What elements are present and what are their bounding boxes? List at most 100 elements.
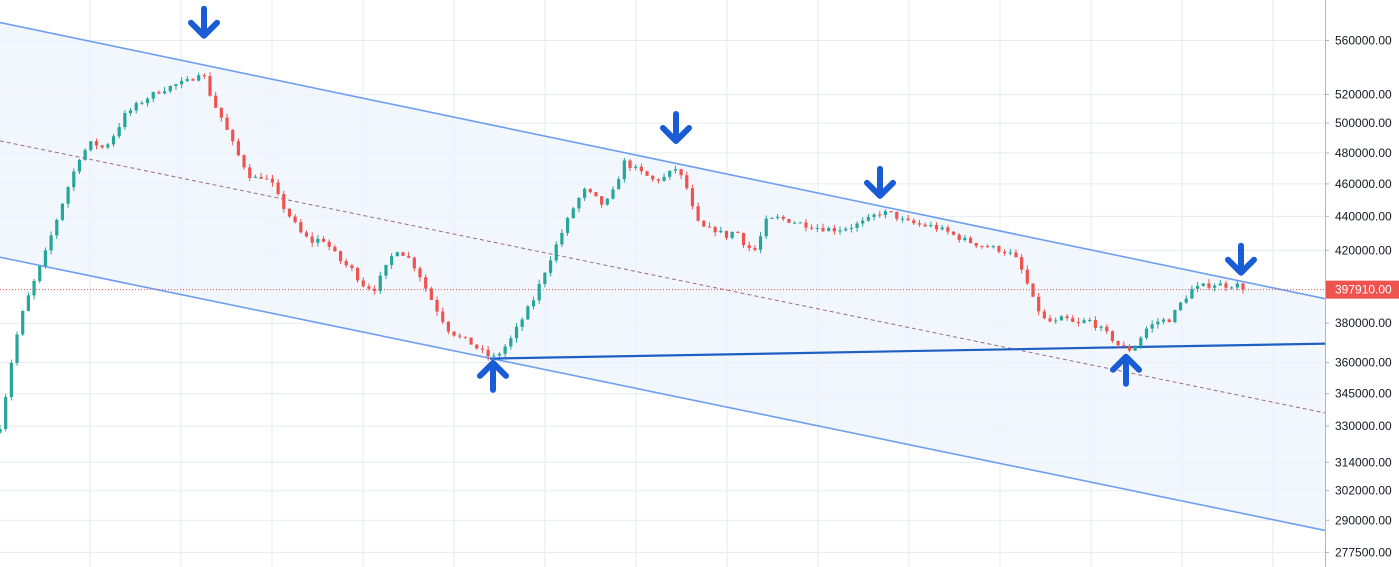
candle xyxy=(185,75,189,83)
candle-body xyxy=(1127,346,1132,351)
candle xyxy=(906,215,910,222)
candle xyxy=(889,211,893,213)
candle xyxy=(588,188,592,194)
candle xyxy=(917,220,922,227)
candle xyxy=(287,207,292,219)
candle-body xyxy=(1156,321,1160,325)
candle-body xyxy=(327,241,331,247)
candle xyxy=(0,424,2,434)
candle xyxy=(134,101,138,114)
candle-body xyxy=(1025,269,1029,284)
candle-body xyxy=(736,231,740,233)
channel-upper-line[interactable] xyxy=(0,21,1326,300)
candle-body xyxy=(741,232,746,246)
candle xyxy=(83,148,87,161)
candle-body xyxy=(770,217,774,219)
candle-body xyxy=(980,245,984,247)
price-axis[interactable]: 560000.00 520000.00 500000.00 480000.00 4600… xyxy=(1325,0,1399,567)
candle xyxy=(719,226,723,234)
channel-lower-line[interactable] xyxy=(0,256,1326,532)
candle-body xyxy=(197,75,201,81)
candle-body xyxy=(367,286,371,289)
candle xyxy=(605,197,609,206)
candle xyxy=(923,222,927,228)
arrow-up-icon xyxy=(477,359,509,393)
candle-body xyxy=(378,275,382,291)
price-tick-label: 277500.00 xyxy=(1335,545,1392,559)
candle xyxy=(866,213,870,222)
candle-body xyxy=(866,216,870,221)
channel-median-line[interactable] xyxy=(0,140,1326,414)
candle xyxy=(696,202,700,222)
candle-body xyxy=(191,79,195,81)
candle xyxy=(236,138,240,157)
candle-body xyxy=(128,110,133,114)
candle-body xyxy=(1105,326,1109,332)
candle-body xyxy=(821,227,825,232)
candle xyxy=(1241,282,1245,294)
candle-body xyxy=(407,255,411,258)
candle xyxy=(957,233,961,243)
candle-body xyxy=(151,92,155,99)
candle xyxy=(1116,340,1120,348)
candle xyxy=(651,174,655,182)
candle-body xyxy=(883,211,888,215)
candle-body xyxy=(350,265,354,269)
candle-body xyxy=(974,242,978,246)
candle-body xyxy=(747,245,751,249)
candle xyxy=(475,344,479,350)
candle-body xyxy=(208,76,212,96)
candle-body xyxy=(242,155,246,168)
candle-body xyxy=(565,218,570,233)
candle xyxy=(1065,314,1069,321)
candle-body xyxy=(849,227,853,229)
candle xyxy=(32,278,36,300)
candle xyxy=(832,224,836,235)
candle xyxy=(1082,317,1086,324)
last-price-tag-label: 397910.00 xyxy=(1335,283,1392,297)
support-trend-line[interactable] xyxy=(489,341,1381,360)
candle-body xyxy=(1054,320,1058,322)
candle-body xyxy=(940,227,944,230)
candle-body xyxy=(304,232,309,237)
candle xyxy=(1173,309,1177,324)
price-tick-label: 380000.00 xyxy=(1335,316,1392,330)
candle xyxy=(259,172,263,180)
candle-body xyxy=(338,251,343,262)
candle xyxy=(15,331,19,366)
candle xyxy=(645,170,649,177)
candle-body xyxy=(1195,285,1200,289)
candle xyxy=(38,265,42,284)
candle-body xyxy=(1150,324,1154,329)
last-price-tag-background xyxy=(1326,280,1399,299)
last-price-tag: 397910.00 xyxy=(1326,280,1399,299)
arrow-down-icon xyxy=(864,165,896,199)
candle-body xyxy=(248,167,252,178)
candle-body xyxy=(753,248,757,250)
candle xyxy=(520,317,524,332)
candle-body xyxy=(917,223,922,225)
candle-body xyxy=(1184,298,1188,303)
candle-body xyxy=(951,231,956,235)
candle xyxy=(980,245,984,249)
candle xyxy=(395,251,399,257)
candle xyxy=(951,231,956,236)
candle xyxy=(4,393,8,432)
candle-body xyxy=(185,79,189,81)
candle xyxy=(128,108,133,117)
candle-body xyxy=(384,264,388,276)
candle xyxy=(1156,317,1160,329)
candle-body xyxy=(497,353,502,356)
price-tick-label: 420000.00 xyxy=(1335,243,1392,257)
candle-body xyxy=(55,219,59,236)
candle-body xyxy=(889,211,893,213)
candle-body xyxy=(21,311,25,335)
candle-body xyxy=(480,348,485,350)
candle xyxy=(202,73,206,80)
candle-body xyxy=(214,95,218,108)
candle-body xyxy=(1059,316,1063,321)
candle-body xyxy=(1008,252,1012,254)
candle-body xyxy=(401,252,405,256)
candle-body xyxy=(588,188,592,193)
